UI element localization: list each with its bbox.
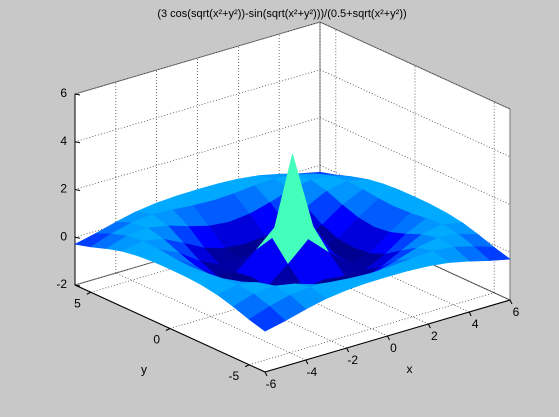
tick-mark: [468, 311, 472, 317]
y-tick-label: 0: [153, 333, 160, 347]
tick-mark: [305, 359, 309, 365]
axis-line: [74, 284, 266, 373]
tick-mark: [387, 335, 390, 341]
grid-line: [319, 212, 511, 301]
z-tick-label: 4: [60, 134, 67, 148]
x-tick-label: -6: [266, 377, 277, 391]
chart-title: (3 cos(sqrt(x²+y²))-sin(sqrt(x²+y²)))/(0…: [157, 8, 406, 20]
y-axis-label: y: [141, 363, 147, 377]
tick-mark: [165, 328, 171, 331]
tick-mark: [74, 93, 81, 96]
z-tick-label: 0: [60, 229, 67, 243]
tick-mark: [509, 299, 513, 305]
x-tick-label: 0: [390, 341, 397, 355]
x-tick-label: -4: [306, 365, 317, 379]
tick-mark: [346, 347, 350, 353]
tick-mark: [74, 236, 81, 239]
grid-line: [169, 256, 416, 329]
grid-line: [90, 219, 336, 293]
grid-line: [319, 21, 511, 110]
grid-line: [74, 21, 321, 95]
grid-line: [319, 69, 511, 158]
grid-line: [74, 117, 321, 190]
grid-line: [249, 292, 495, 366]
x-tick-label: 4: [472, 317, 479, 331]
tick-mark: [244, 364, 250, 368]
y-tick-label: -5: [228, 369, 239, 383]
z-tick-label: 2: [60, 182, 67, 196]
axis-labels: -2 0 2 4 6 -6 -4 -2 0 2 4 6 -5 0 5 x y: [56, 86, 519, 391]
x-axis-label: x: [407, 362, 413, 376]
tick-mark: [74, 189, 81, 191]
grid-line: [74, 69, 321, 143]
x-tick-label: 6: [513, 305, 520, 319]
z-tick-label: -2: [56, 277, 67, 291]
surface-patch: [248, 306, 286, 332]
y-tick-label: 5: [74, 296, 81, 310]
axis-line: [264, 299, 511, 373]
surface: [74, 153, 511, 332]
x-tick-label: -2: [347, 353, 358, 367]
tick-mark: [264, 371, 268, 377]
x-tick-label: 2: [431, 329, 438, 343]
grid-line: [319, 117, 511, 205]
tick-mark: [74, 141, 81, 144]
z-tick-label: 6: [60, 86, 67, 100]
tick-mark: [86, 291, 92, 295]
tick-mark: [427, 323, 431, 329]
grid-line: [115, 272, 306, 361]
